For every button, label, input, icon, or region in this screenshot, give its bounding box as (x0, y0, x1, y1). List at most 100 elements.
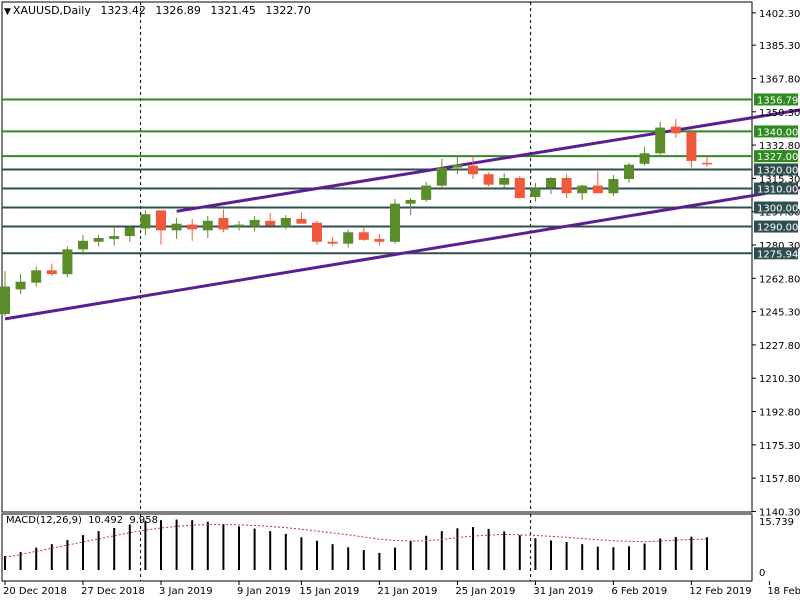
macd-plot-frame (1, 513, 753, 582)
main-plot-frame (1, 1, 753, 513)
macd-signal-value: 9.958 (129, 515, 158, 526)
candle-body (514, 178, 525, 199)
symbol-label: XAUUSD,Daily (12, 4, 91, 17)
candle-body (374, 238, 385, 242)
candles-layer (0, 119, 712, 316)
y-tick-label: 1350.30 (759, 108, 800, 119)
trend-line-upper-channel (176, 108, 800, 213)
candle-body (530, 188, 541, 198)
x-tick-label: 6 Feb 2019 (611, 586, 667, 597)
candle-body (78, 240, 88, 250)
candle-body (421, 185, 432, 200)
candle-body (31, 270, 42, 283)
ohlc-open: 1323.42 (100, 4, 146, 17)
level-tag-bg (754, 247, 798, 260)
y-tick-label: 1367.80 (759, 75, 800, 86)
candle-body (561, 178, 572, 194)
x-tick-label: 12 Feb 2019 (689, 586, 751, 597)
chart-header: ▼ XAUUSD,Daily 1323.42 1326.89 1321.45 13… (4, 4, 311, 17)
candle-body (327, 241, 338, 244)
x-tick-label: 18 Feb 2019 (767, 586, 800, 597)
ohlc-high: 1326.89 (155, 4, 201, 17)
level-tag-bg (754, 163, 798, 176)
level-labels: 1356.79 1340.00 1327.00 1320.00 1310.00 1300.… (754, 93, 798, 260)
candle-body (171, 223, 182, 231)
candle-body (296, 218, 307, 224)
y-tick-label: 1245.30 (759, 308, 800, 319)
y-tick-label: 1315.30 (759, 174, 800, 185)
candle-body (312, 222, 322, 242)
y-tick-label: 1280.30 (759, 241, 800, 252)
candle-body (93, 237, 104, 242)
x-tick-label: 15 Jan 2019 (299, 586, 359, 597)
candle-body (702, 162, 712, 165)
candle-body (280, 217, 291, 227)
candle-body (156, 210, 166, 231)
level-tag-bg (754, 182, 798, 195)
candle-body (655, 127, 666, 154)
candle-body (62, 249, 73, 275)
macd-layer (4, 519, 708, 570)
candle-body (109, 236, 120, 239)
x-tick-label: 31 Jan 2019 (533, 586, 593, 597)
y-tick-label: 1175.30 (759, 441, 800, 452)
level-tag-bg (754, 125, 798, 138)
macd-scale-zero: 0 (759, 568, 765, 579)
macd-main-value: 10.492 (88, 515, 124, 526)
menu-triangle-icon[interactable]: ▼ (4, 7, 11, 17)
level-tag-label: 1327.00 (757, 152, 798, 163)
macd-scale-top: 15.739 (759, 517, 794, 528)
candle-body (249, 219, 260, 227)
y-tick-label: 1210.30 (759, 374, 800, 385)
y-tick-label: 1140.30 (759, 507, 800, 518)
macd-signal-line (4, 524, 708, 559)
candle-body (546, 178, 556, 188)
macd-label: MACD(12,26,9) (6, 515, 82, 526)
trend-line-lower-channel (4, 186, 800, 321)
level-tag-bg (754, 150, 798, 163)
x-tick-label: 27 Dec 2018 (81, 586, 145, 597)
candle-body (187, 224, 198, 230)
candle-body (624, 164, 634, 179)
y-tick-label: 1385.30 (759, 41, 800, 52)
level-tag-label: 1340.00 (757, 127, 798, 138)
ohlc-low: 1321.45 (210, 4, 256, 17)
level-tag-bg (754, 93, 798, 106)
level-tag-bg (754, 220, 798, 233)
candle-body (577, 185, 588, 194)
level-tag-label: 1300.00 (757, 204, 798, 215)
candle-body (499, 178, 510, 185)
y-tick-label: 1402.30 (759, 9, 800, 20)
candle-body (265, 220, 276, 226)
axis-layer: 1402.30 1385.30 1367.80 1350.30 1332.80 1315.… (3, 9, 800, 597)
y-tick-label: 1262.80 (759, 274, 800, 285)
candle-body (15, 281, 26, 290)
y-tick-label: 1332.80 (759, 141, 800, 152)
candle-body (436, 167, 447, 186)
trend-lines (4, 108, 800, 321)
candle-body (202, 220, 213, 231)
candle-body (686, 132, 697, 161)
candle-body (452, 164, 463, 168)
candle-body (390, 203, 400, 242)
level-tag-label: 1320.00 (757, 165, 798, 176)
candle-body (358, 232, 369, 240)
candle-body (343, 232, 354, 244)
level-tag-label: 1290.00 (757, 223, 798, 234)
x-tick-label: 21 Jan 2019 (377, 586, 437, 597)
x-tick-label: 3 Jan 2019 (159, 586, 213, 597)
x-tick-label: 9 Jan 2019 (237, 586, 291, 597)
candle-body (639, 153, 650, 164)
candle-body (670, 126, 681, 134)
y-tick-label: 1192.80 (759, 408, 800, 419)
candle-body (483, 174, 494, 185)
level-tag-bg (754, 201, 798, 214)
candle-body (234, 224, 244, 227)
grid-layer (1, 1, 753, 582)
y-tick-label: 1157.80 (759, 474, 800, 485)
level-tag-label: 1310.00 (757, 184, 798, 195)
candle-body (140, 214, 151, 229)
candle-body (405, 199, 416, 204)
x-tick-label: 25 Jan 2019 (455, 586, 515, 597)
